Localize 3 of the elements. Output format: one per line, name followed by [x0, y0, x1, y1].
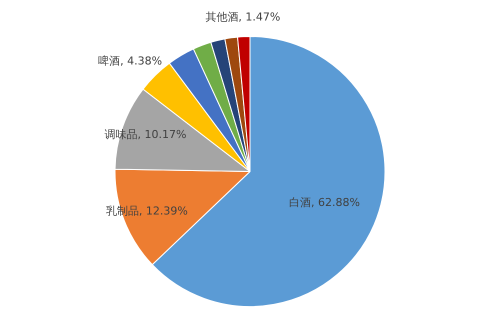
slice-label: 其他酒, 1.47%: [205, 10, 280, 24]
slice-label: 白酒, 62.88%: [288, 196, 360, 210]
slice-label: 啤酒, 4.38%: [98, 54, 162, 68]
